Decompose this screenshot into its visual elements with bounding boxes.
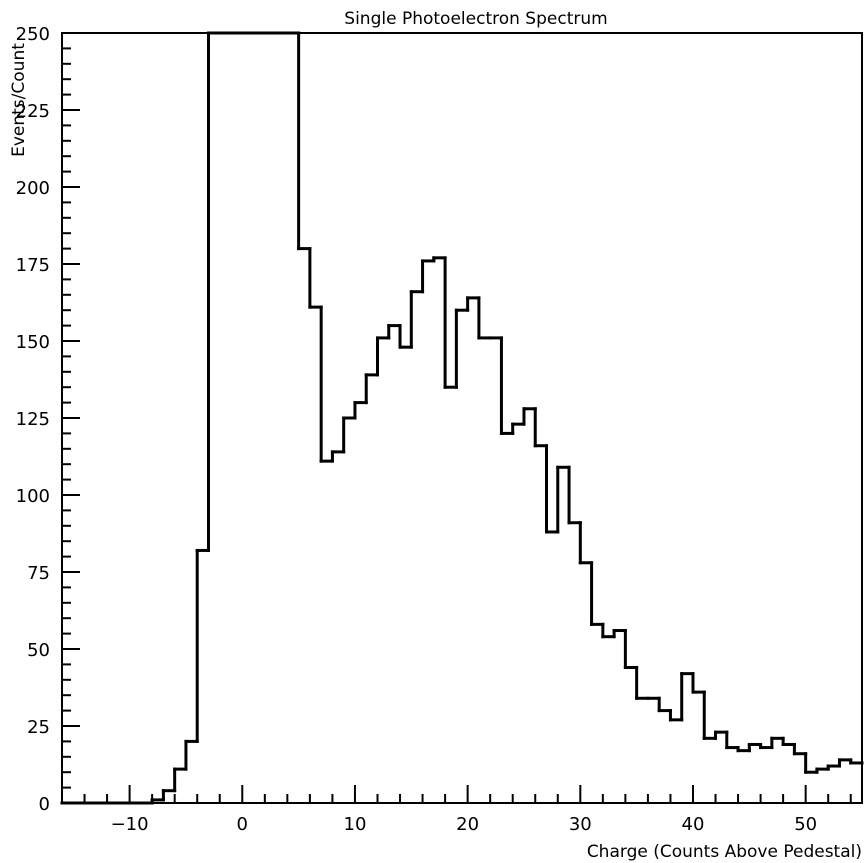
y-tick-label: 100 <box>16 486 50 507</box>
plot-frame <box>61 32 863 804</box>
x-tick-label: −10 <box>111 814 149 835</box>
y-axis-title: Events/Count <box>9 43 29 157</box>
x-tick-label: 10 <box>344 814 367 835</box>
y-tick-label: 150 <box>16 332 50 353</box>
y-tick-label: 50 <box>27 640 50 661</box>
axis-ticks <box>61 32 852 804</box>
histogram-bins <box>60 31 864 805</box>
y-tick-label: 225 <box>16 101 50 122</box>
y-tick-label: 250 <box>16 24 50 45</box>
y-tick-label: 175 <box>16 255 50 276</box>
x-axis-title: Charge (Counts Above Pedestal) <box>587 842 862 862</box>
axis-tick-labels: −10 0 10 20 30 40 50 0 25 50 75 100 125 150 175 200 225 2… <box>16 24 817 835</box>
y-tick-label: 75 <box>27 563 50 584</box>
y-tick-label: 0 <box>39 794 50 815</box>
x-tick-label: 0 <box>237 814 248 835</box>
x-tick-label: 40 <box>682 814 705 835</box>
y-tick-label: 25 <box>27 717 50 738</box>
chart-title: Single Photoelectron Spectrum <box>344 9 607 29</box>
x-tick-label: 20 <box>456 814 479 835</box>
y-tick-label: 200 <box>16 178 50 199</box>
x-tick-label: 30 <box>569 814 592 835</box>
x-tick-label: 50 <box>794 814 817 835</box>
y-tick-label: 125 <box>16 409 50 430</box>
